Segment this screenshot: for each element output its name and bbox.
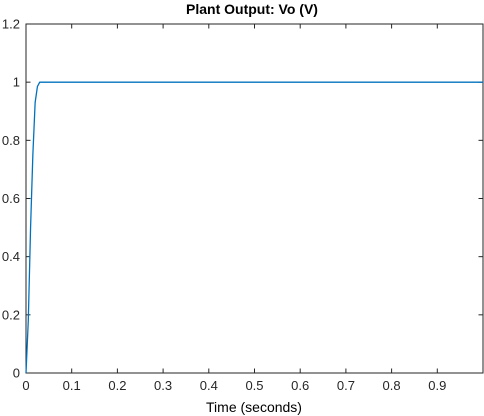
x-axis-ticks: 0 0.1 0.2 0.3 0.4 0.5 0.6 0.7 0.8 0.9	[22, 24, 446, 393]
x-tick-label: 0.5	[245, 378, 263, 393]
chart-title: Plant Output: Vo (V)	[186, 1, 318, 17]
plot-area-frame	[25, 23, 484, 374]
x-tick-label: 0.9	[428, 378, 446, 393]
y-tick-label: 0	[13, 366, 20, 381]
x-tick-label: 0.2	[108, 378, 126, 393]
x-axis-label: Time (seconds)	[206, 399, 302, 415]
y-tick-label: 0.4	[2, 249, 20, 264]
y-tick-label: 0.2	[2, 307, 20, 322]
series-layer	[25, 81, 483, 374]
x-tick-label: 0.4	[200, 378, 218, 393]
x-tick-label: 0	[22, 378, 29, 393]
series-line-0	[25, 81, 483, 374]
y-tick-label: 0.8	[2, 133, 20, 148]
x-tick-label: 0.7	[337, 378, 355, 393]
y-tick-label: 0.6	[2, 191, 20, 206]
x-tick-label: 0.1	[63, 378, 81, 393]
y-tick-label: 1.2	[2, 17, 20, 32]
x-tick-label: 0.6	[291, 378, 309, 393]
y-tick-label: 1	[13, 75, 20, 90]
y-axis-ticks: 0 0.2 0.4 0.6 0.8 1 1.2	[2, 17, 483, 381]
x-tick-label: 0.8	[383, 378, 401, 393]
x-tick-label: 0.3	[154, 378, 172, 393]
